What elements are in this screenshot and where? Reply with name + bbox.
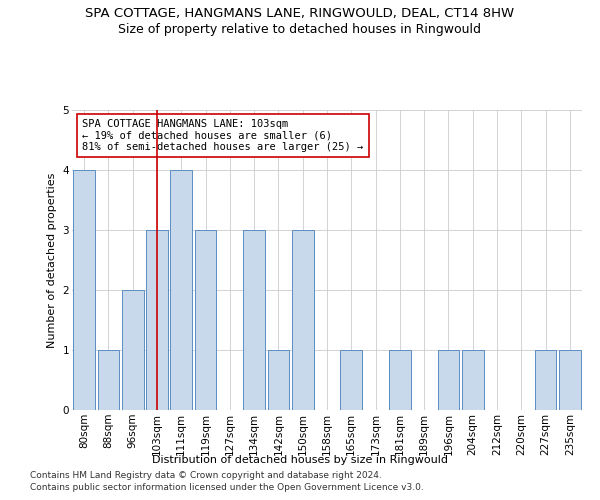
Text: Distribution of detached houses by size in Ringwould: Distribution of detached houses by size …: [152, 455, 448, 465]
Bar: [73, 170, 95, 410]
Text: SPA COTTAGE, HANGMANS LANE, RINGWOULD, DEAL, CT14 8HW: SPA COTTAGE, HANGMANS LANE, RINGWOULD, D…: [85, 8, 515, 20]
Bar: [340, 350, 362, 410]
Bar: [194, 230, 217, 410]
Bar: [462, 350, 484, 410]
Bar: [535, 350, 556, 410]
Bar: [146, 230, 168, 410]
Text: Contains HM Land Registry data © Crown copyright and database right 2024.: Contains HM Land Registry data © Crown c…: [30, 471, 382, 480]
Text: SPA COTTAGE HANGMANS LANE: 103sqm
← 19% of detached houses are smaller (6)
81% o: SPA COTTAGE HANGMANS LANE: 103sqm ← 19% …: [82, 119, 364, 152]
Bar: [243, 230, 265, 410]
Bar: [170, 170, 192, 410]
Y-axis label: Number of detached properties: Number of detached properties: [47, 172, 57, 348]
Text: Size of property relative to detached houses in Ringwould: Size of property relative to detached ho…: [119, 22, 482, 36]
Text: Contains public sector information licensed under the Open Government Licence v3: Contains public sector information licen…: [30, 484, 424, 492]
Bar: [292, 230, 314, 410]
Bar: [97, 350, 119, 410]
Bar: [389, 350, 411, 410]
Bar: [268, 350, 289, 410]
Bar: [437, 350, 460, 410]
Bar: [122, 290, 143, 410]
Bar: [559, 350, 581, 410]
